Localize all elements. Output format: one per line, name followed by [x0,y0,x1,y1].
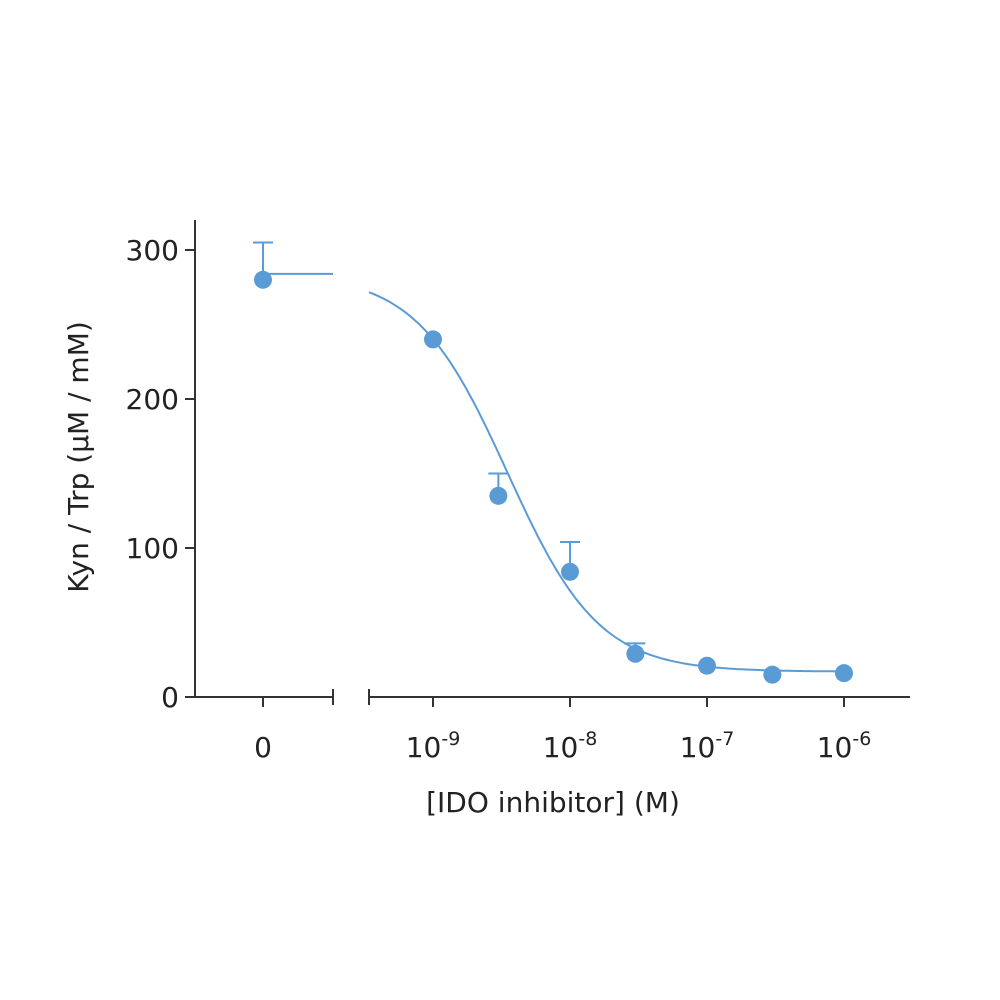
y-tick-label: 200 [126,383,179,416]
y-tick-label: 300 [126,234,179,267]
axes: 0 100 200 300 0 10-9 10-8 10-7 10-6 [126,220,910,764]
data-point [698,656,716,675]
data-point [254,270,272,289]
y-axis-label: Kyn / Trp (µM / mM) [62,321,95,593]
data-point [424,330,442,349]
fit-curve [368,291,844,673]
x-tick-exponent: -9 [441,728,460,750]
y-tick-label: 100 [126,532,179,565]
x-tick-label: 10-9 [406,728,461,764]
data-point [561,562,579,581]
data-points [253,241,853,684]
x-tick-exponent: -7 [715,728,734,750]
data-point [489,486,508,505]
x-tick-exponent: -8 [578,728,597,750]
x-tick-exponent: -6 [852,728,871,750]
x-tick-label: 10-6 [817,728,872,764]
fit-curve-group [263,272,844,673]
x-tick-label: 10-7 [680,728,735,764]
data-point [763,665,782,684]
data-point [835,664,853,683]
x-axis-label: [IDO inhibitor] (M) [426,786,680,819]
y-tick-label: 0 [161,681,179,714]
x-tick-label: 0 [254,731,272,764]
data-point [626,644,645,663]
x-tick-label: 10-8 [543,728,598,764]
